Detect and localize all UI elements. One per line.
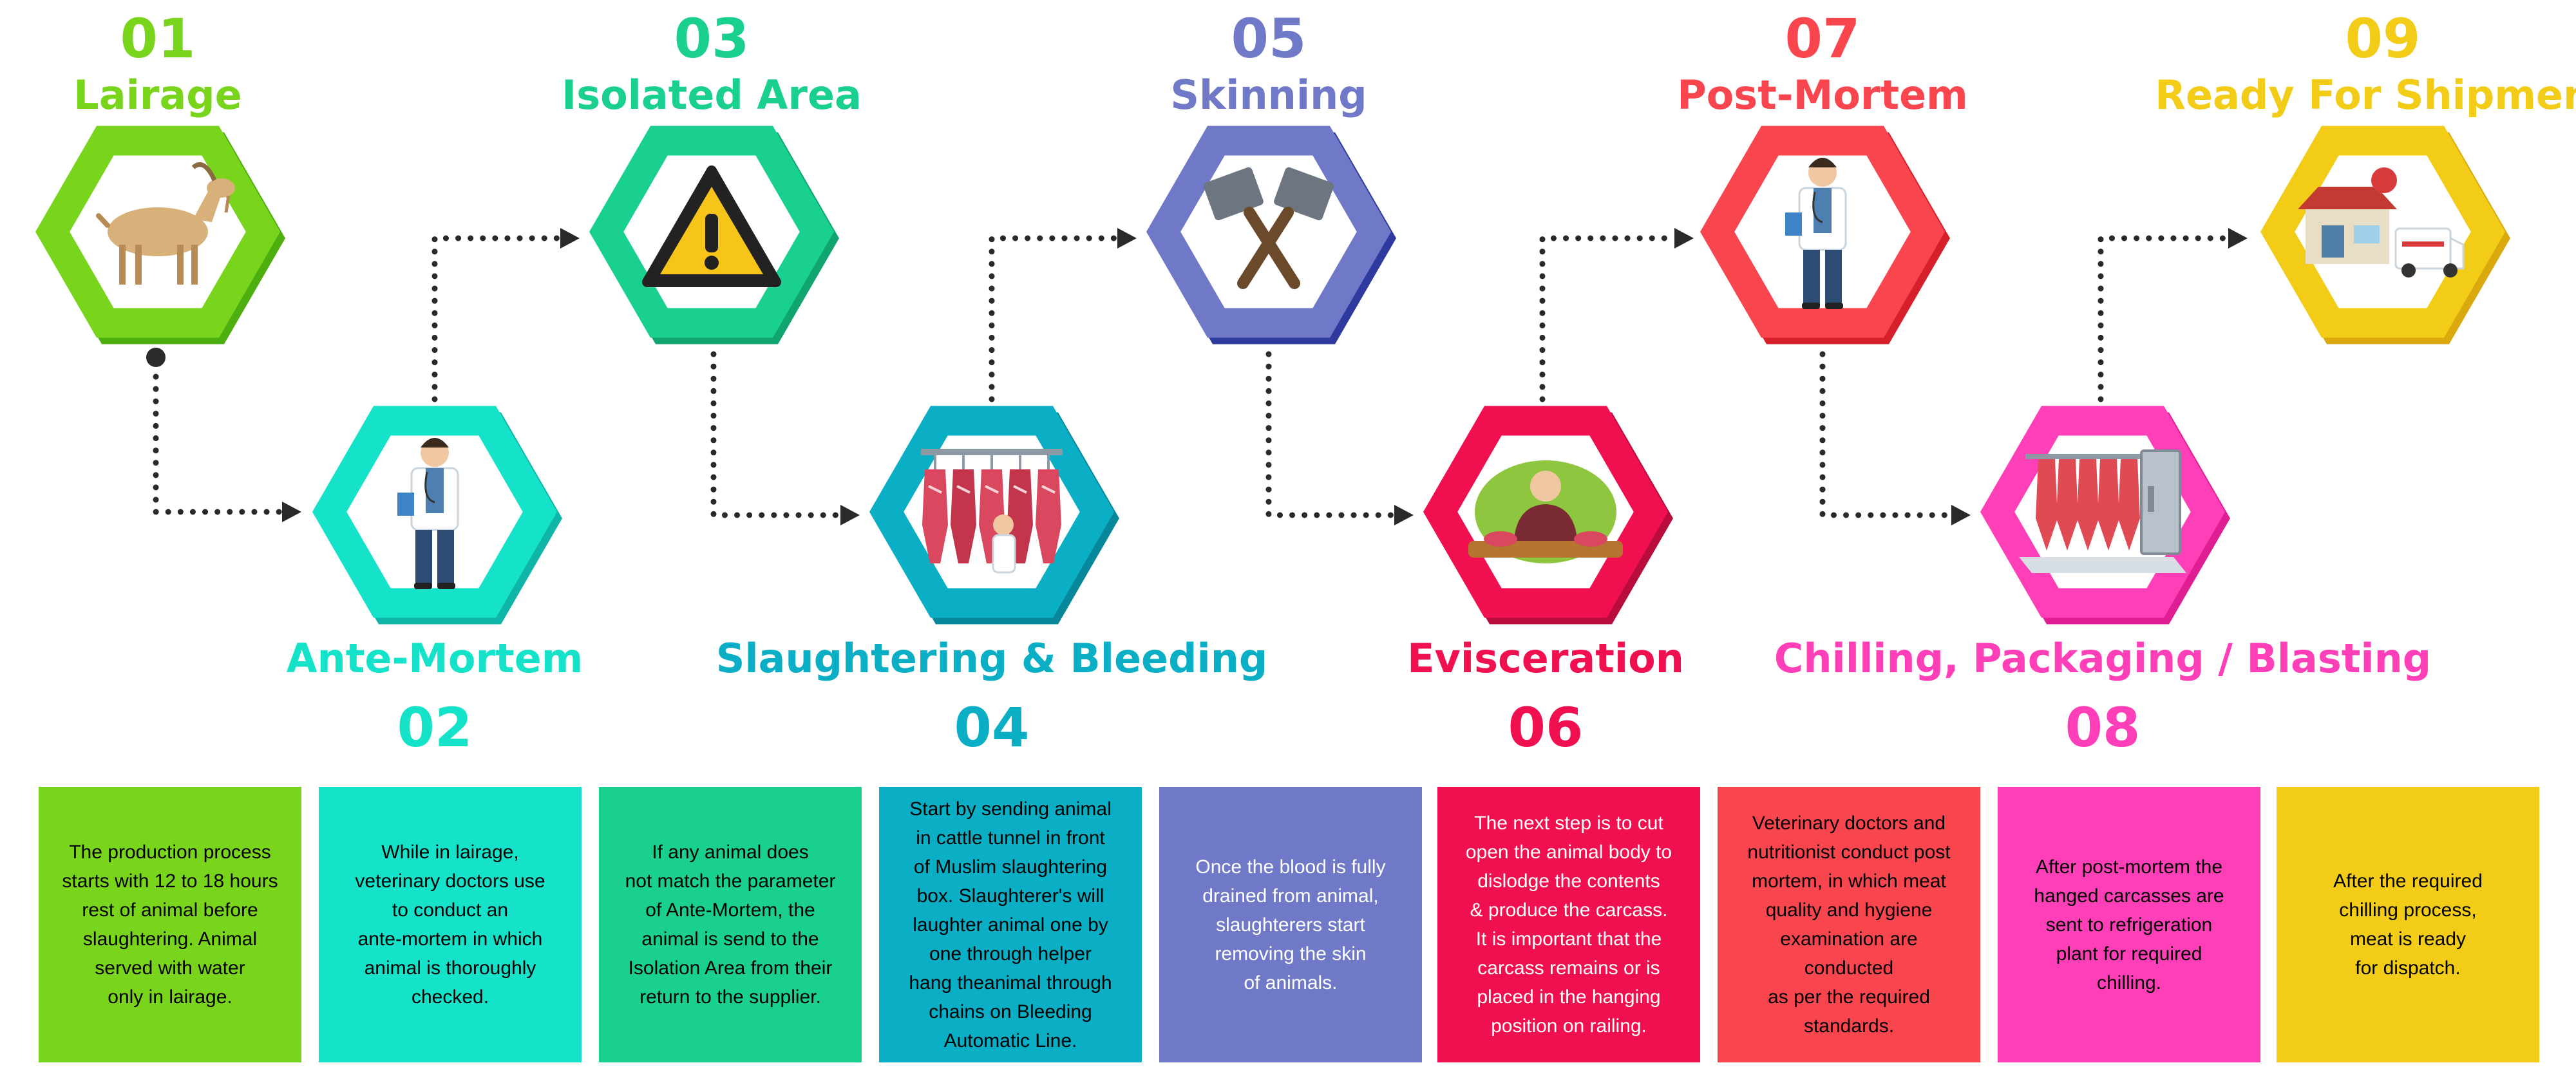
step-number-07: 07 [1785,7,1861,70]
step-number-03: 03 [674,7,750,70]
warning-icon [642,165,781,287]
step-hexagon-02 [312,406,562,625]
description-text-04: Start by sending animal in cattle tunnel… [909,798,1112,1051]
step-hexagon-03 [589,126,839,344]
step-hexagon-01 [35,126,285,344]
description-box-07: Veterinary doctors and nutritionist cond… [1718,787,1980,1062]
description-box-03: If any animal does not match the paramet… [599,787,862,1062]
connector-06-07 [1539,228,1694,402]
description-box-01: The production process starts with 12 to… [39,787,301,1062]
step-number-01: 01 [120,7,196,70]
connector-04-05 [989,228,1137,402]
step-number-05: 05 [1231,7,1307,70]
step-title-03: Isolated Area [562,71,862,118]
cleavers-icon [1203,167,1334,289]
step-title-07: Post-Mortem [1677,71,1968,118]
connector-08-09 [2098,228,2248,402]
description-text-09: After the required chilling process, mea… [2333,871,2483,979]
step-title-09: Ready For Shipment [2155,71,2576,118]
description-box-09: After the required chilling process, mea… [2277,787,2539,1062]
connector-01-02 [146,348,301,522]
connectors [146,228,2248,525]
connector-05-06 [1265,351,1414,525]
description-box-02: While in lairage, veterinary doctors use… [319,787,582,1062]
step-hexagon-05 [1146,126,1396,344]
veterinarian-icon [397,438,459,589]
step-hexagon-09 [2260,126,2510,344]
step-title-06: Evisceration [1407,635,1684,682]
description-text-03: If any animal does not match the paramet… [625,842,836,1008]
description-text-06: The next step is to cut open the animal … [1465,813,1672,1037]
goat-icon [96,162,235,285]
step-number-09: 09 [2345,7,2421,70]
step-title-05: Skinning [1170,71,1367,118]
step-hexagon-04 [869,406,1119,625]
step-title-02: Ante-Mortem [286,635,583,682]
step-number-06: 06 [1508,696,1584,759]
step-title-01: Lairage [73,71,242,118]
step-number-02: 02 [397,696,473,759]
step-hexagon-07 [1700,126,1950,344]
step-title-04: Slaughtering & Bleeding [715,635,1268,682]
connector-02-03 [431,228,580,402]
description-text-01: The production process starts with 12 to… [62,842,278,1008]
connector-03-04 [710,351,860,525]
description-text-07: Veterinary doctors and nutritionist cond… [1747,813,1951,1037]
butcher-icon [1468,460,1623,563]
step-title-08: Chilling, Packaging / Blasting [1774,635,2432,682]
description-box-05: Once the blood is fully drained from ani… [1159,787,1422,1062]
description-text-05: Once the blood is fully drained from ani… [1195,856,1386,994]
connector-07-08 [1819,351,1971,525]
description-box-04: Start by sending animal in cattle tunnel… [879,787,1142,1062]
cold-storage-icon [2019,449,2186,573]
description-box-06: The next step is to cut open the animal … [1437,787,1700,1062]
step-hexagon-08 [1980,406,2230,625]
description-box-08: After post-mortem the hanged carcasses a… [1998,787,2260,1062]
description-text-02: While in lairage, veterinary doctors use… [355,842,545,1008]
delivery-truck-icon [2298,167,2465,278]
hanging-meat-icon [921,449,1063,574]
description-text-08: After post-mortem the hanged carcasses a… [2034,856,2224,994]
step-number-08: 08 [2065,696,2141,759]
step-number-04: 04 [954,696,1030,759]
step-hexagon-06 [1423,406,1673,625]
doctor-icon [1785,158,1847,309]
